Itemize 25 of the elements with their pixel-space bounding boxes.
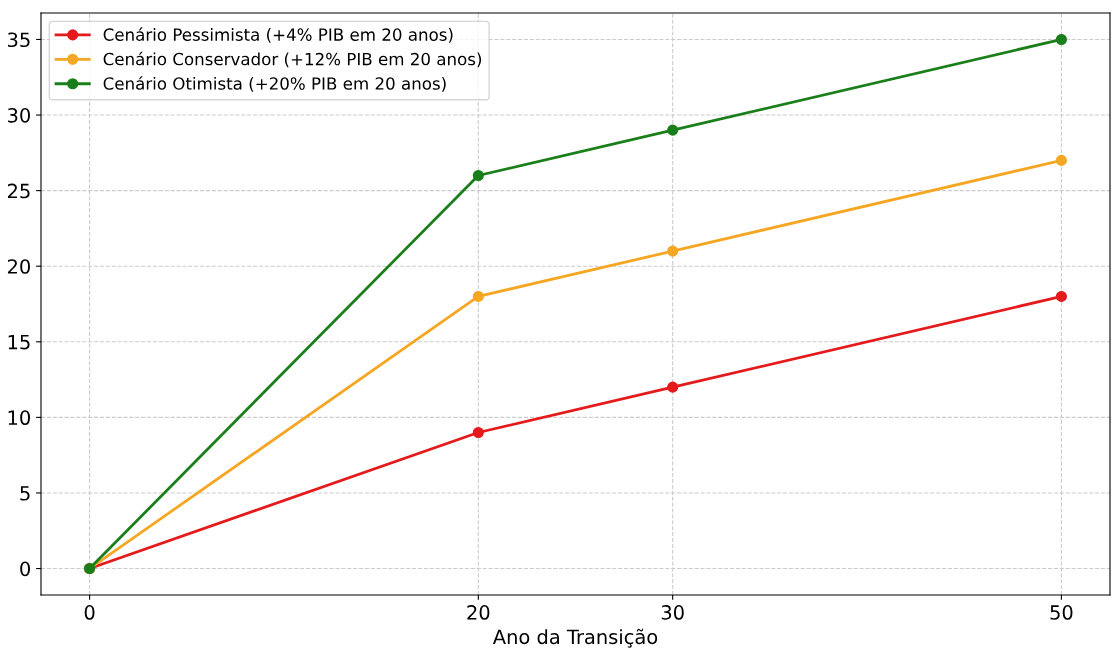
x-tick-label: 50 [1050, 605, 1073, 620]
y-tick-label: 25 [7, 183, 30, 199]
y-tick-label: 15 [8, 335, 30, 350]
legend-label: Cenário Pessimista (+4% PIB em 20 anos) [103, 27, 453, 43]
point [667, 381, 679, 393]
point [1055, 33, 1067, 46]
y-tick-label: 35 [8, 32, 30, 48]
y-tick-label: 30 [8, 107, 30, 123]
x-tick-label: 20 [467, 605, 490, 620]
y-tick-label: 5 [20, 486, 30, 501]
point [472, 426, 484, 439]
y-tick-label: 10 [8, 410, 30, 426]
point [1055, 290, 1067, 302]
point [667, 124, 679, 136]
x-axis-title: Ano da Transição [492, 628, 658, 648]
point [667, 245, 679, 257]
point [472, 290, 484, 302]
legend-label: Cenário Conservador (+12% PIB em 20 anos) [103, 51, 482, 68]
x-tick-label: 30 [661, 605, 684, 620]
y-tick-label: 20 [7, 259, 30, 274]
point [472, 169, 484, 182]
point [1055, 154, 1067, 166]
x-tick-label: 0 [84, 605, 95, 620]
y-tick-label: 0 [20, 561, 30, 577]
legend-label: Cenário Otimista (+20% PIB em 20 anos) [103, 76, 446, 92]
